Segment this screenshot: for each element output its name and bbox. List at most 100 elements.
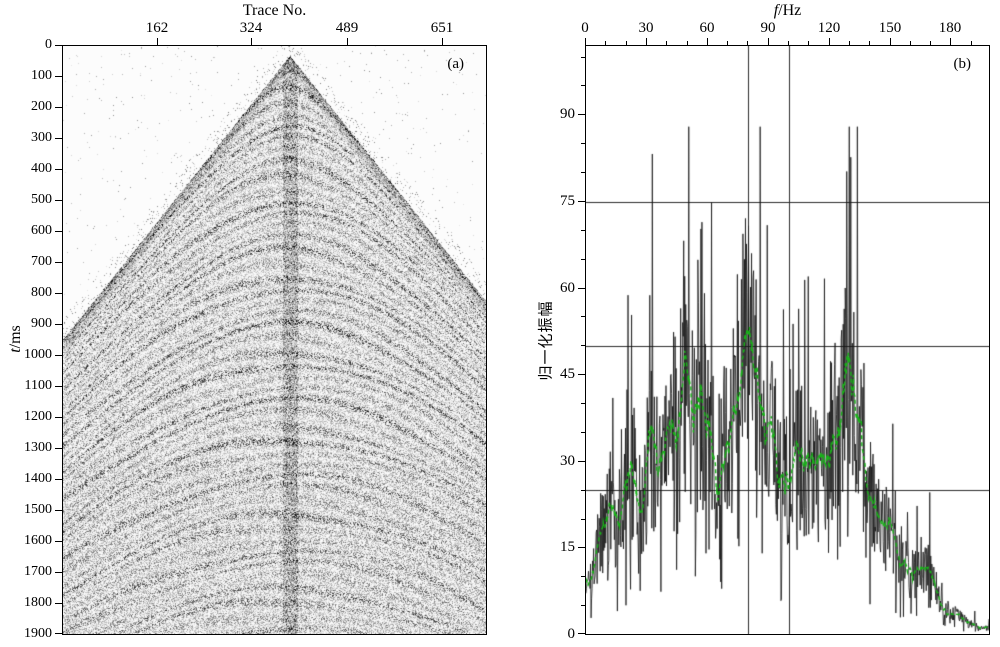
axis-tick <box>581 403 585 404</box>
axis-tick <box>646 38 647 45</box>
axis-tick <box>581 172 585 173</box>
axis-tick <box>869 41 870 45</box>
axis-tick <box>55 355 62 356</box>
axis-tick <box>347 38 348 45</box>
tick-label: 30 <box>638 20 654 36</box>
axis-tick <box>55 479 62 480</box>
tick-label: 150 <box>878 20 902 36</box>
tick-label: 15 <box>560 539 575 555</box>
panel-b-plot-area: (b) <box>585 45 990 635</box>
axis-tick <box>581 57 585 58</box>
axis-tick <box>910 41 911 45</box>
tick-label: 1500 <box>24 502 52 517</box>
axis-tick <box>971 41 972 45</box>
axis-tick <box>747 41 748 45</box>
tick-label: 489 <box>335 20 359 36</box>
tick-label: 60 <box>699 20 715 36</box>
axis-tick <box>581 316 585 317</box>
tick-label: 1600 <box>24 533 52 548</box>
axis-tick <box>581 519 585 520</box>
panel-a-xaxis-title: Trace No. <box>242 2 307 19</box>
panel-b-xaxis-title-symbol: f <box>773 2 779 19</box>
axis-tick <box>581 576 585 577</box>
panel-a-label: (a) <box>447 56 464 72</box>
axis-tick <box>605 41 606 45</box>
tick-label: 1100 <box>24 378 52 393</box>
axis-tick <box>930 41 931 45</box>
axis-tick <box>581 490 585 491</box>
axis-tick <box>55 510 62 511</box>
tick-label: 162 <box>145 20 169 36</box>
axis-tick <box>55 76 62 77</box>
axis-tick <box>581 432 585 433</box>
tick-label: 400 <box>31 161 52 176</box>
tick-label: 700 <box>31 254 52 269</box>
axis-tick <box>829 38 830 45</box>
panel-b-xaxis-title: f/Hz <box>585 2 990 20</box>
axis-tick <box>581 345 585 346</box>
tick-label: 1200 <box>24 409 52 424</box>
tick-label: 324 <box>239 20 263 36</box>
tick-label: 651 <box>430 20 454 36</box>
axis-tick <box>585 38 586 45</box>
axis-tick <box>578 114 585 115</box>
spectrum-plot-canvas <box>586 46 989 634</box>
tick-label: 1000 <box>24 347 52 362</box>
axis-tick <box>727 41 728 45</box>
axis-tick <box>808 41 809 45</box>
axis-tick <box>55 107 62 108</box>
axis-tick <box>55 138 62 139</box>
axis-tick <box>626 41 627 45</box>
axis-tick <box>950 38 951 45</box>
axis-tick <box>55 200 62 201</box>
axis-tick <box>55 386 62 387</box>
axis-tick <box>581 230 585 231</box>
axis-tick <box>55 417 62 418</box>
axis-tick <box>55 324 62 325</box>
axis-tick <box>55 633 62 634</box>
axis-tick <box>55 572 62 573</box>
tick-label: 45 <box>560 366 575 382</box>
tick-label: 300 <box>31 130 52 145</box>
tick-label: 90 <box>760 20 776 36</box>
tick-label: 900 <box>31 316 52 331</box>
axis-tick <box>849 41 850 45</box>
tick-label: 0 <box>581 20 589 36</box>
tick-label: 180 <box>938 20 962 36</box>
axis-tick <box>581 143 585 144</box>
tick-label: 1800 <box>24 595 52 610</box>
tick-label: 1700 <box>24 564 52 579</box>
axis-tick <box>442 38 443 45</box>
axis-tick <box>707 38 708 45</box>
axis-tick <box>578 633 585 634</box>
axis-tick <box>788 41 789 45</box>
tick-label: 75 <box>560 193 575 209</box>
axis-tick <box>55 448 62 449</box>
axis-tick <box>55 262 62 263</box>
tick-label: 30 <box>560 453 575 469</box>
axis-tick <box>687 41 688 45</box>
axis-tick <box>55 541 62 542</box>
tick-label: 1400 <box>24 471 52 486</box>
tick-label: 0 <box>45 37 52 52</box>
tick-label: 500 <box>31 192 52 207</box>
tick-label: 200 <box>31 99 52 114</box>
tick-label: 90 <box>560 106 575 122</box>
axis-tick <box>578 461 585 462</box>
axis-tick <box>55 293 62 294</box>
tick-label: 100 <box>31 68 52 83</box>
axis-tick <box>581 605 585 606</box>
tick-label: 1900 <box>24 626 52 641</box>
axis-tick <box>157 38 158 45</box>
seismic-gather-image <box>63 46 486 634</box>
axis-tick <box>890 38 891 45</box>
axis-tick <box>55 45 62 46</box>
axis-tick <box>666 41 667 45</box>
tick-label: 600 <box>31 223 52 238</box>
tick-label: 800 <box>31 285 52 300</box>
axis-tick <box>55 169 62 170</box>
axis-tick <box>55 231 62 232</box>
panel-b-xaxis-title-unit: /Hz <box>778 2 802 19</box>
tick-label: 60 <box>560 280 575 296</box>
